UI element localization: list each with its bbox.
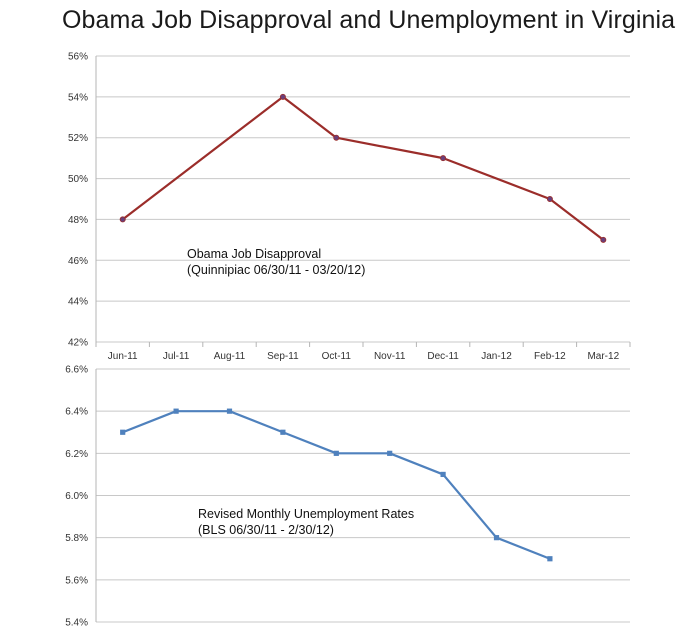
disapproval-data-point bbox=[440, 155, 447, 162]
disapproval-annotation: Obama Job Disapproval bbox=[187, 247, 321, 261]
disapproval-y-tick-label: 52% bbox=[68, 133, 88, 144]
disapproval-data-point bbox=[546, 195, 553, 202]
disapproval-x-tick-label: Oct-11 bbox=[322, 351, 352, 362]
unemployment-data-point bbox=[440, 471, 446, 478]
unemployment-data-point bbox=[493, 535, 500, 541]
chart-title: Obama Job Disapproval and Unemployment i… bbox=[62, 6, 676, 34]
disapproval-y-tick-label: 54% bbox=[68, 92, 88, 103]
unemployment-data-point bbox=[333, 450, 339, 456]
disapproval-y-tick-label: 48% bbox=[68, 215, 88, 226]
disapproval-x-tick-label: Jun-11 bbox=[108, 351, 138, 362]
unemployment-data-point bbox=[120, 429, 126, 435]
disapproval-x-tick-label: Aug-11 bbox=[214, 351, 246, 362]
disapproval-y-tick-label: 44% bbox=[68, 297, 88, 308]
disapproval-x-tick-label: Sep-11 bbox=[267, 351, 299, 362]
unemployment-y-tick-label: 5.4% bbox=[65, 618, 88, 629]
unemployment-data-point bbox=[547, 556, 553, 562]
disapproval-data-point bbox=[600, 236, 607, 243]
disapproval-x-tick-label: Nov-11 bbox=[374, 351, 406, 362]
unemployment-data-point bbox=[280, 429, 286, 435]
unemployment-series-line bbox=[122, 410, 551, 560]
disapproval-x-tick-label: Feb-12 bbox=[534, 351, 566, 362]
disapproval-annotation: (Quinnipiac 06/30/11 - 03/20/12) bbox=[187, 263, 365, 277]
unemployment-data-point bbox=[387, 450, 393, 456]
unemployment-y-tick-label: 6.6% bbox=[65, 365, 88, 376]
unemployment-annotation: Revised Monthly Unemployment Rates bbox=[198, 507, 414, 521]
unemployment-annotation: (BLS 06/30/11 - 2/30/12) bbox=[198, 523, 334, 537]
unemployment-y-tick-label: 5.6% bbox=[65, 575, 88, 586]
disapproval-y-tick-label: 56% bbox=[68, 52, 88, 63]
disapproval-data-point bbox=[333, 134, 340, 141]
disapproval-data-point bbox=[279, 93, 286, 100]
disapproval-data-point bbox=[119, 216, 126, 223]
unemployment-y-tick-label: 6.2% bbox=[65, 449, 88, 460]
unemployment-data-point bbox=[173, 408, 179, 414]
unemployment-data-point bbox=[226, 408, 233, 414]
disapproval-chart: 56% 54% 52% 50% 48% 46% 44% 42% Jun-11 Jul-11 Aug-… bbox=[68, 52, 631, 362]
disapproval-x-tick-label: Dec-11 bbox=[427, 351, 459, 362]
unemployment-y-tick-label: 6.4% bbox=[65, 407, 88, 418]
disapproval-y-tick-label: 50% bbox=[68, 174, 88, 185]
unemployment-chart: 6.6% 6.4% 6.2% 6.0% 5.8% 5.6% 5.4% Revised Mont… bbox=[65, 365, 630, 629]
disapproval-y-tick-label: 42% bbox=[68, 338, 88, 349]
disapproval-y-tick-label: 46% bbox=[68, 256, 88, 267]
unemployment-y-tick-label: 5.8% bbox=[65, 533, 88, 544]
disapproval-series-line bbox=[122, 95, 604, 241]
disapproval-x-tick-label: Jul-11 bbox=[163, 351, 190, 362]
disapproval-x-tick-label: Jan-12 bbox=[481, 351, 512, 362]
disapproval-x-tick-label: Mar-12 bbox=[587, 351, 619, 362]
unemployment-y-tick-label: 6.0% bbox=[65, 491, 88, 502]
